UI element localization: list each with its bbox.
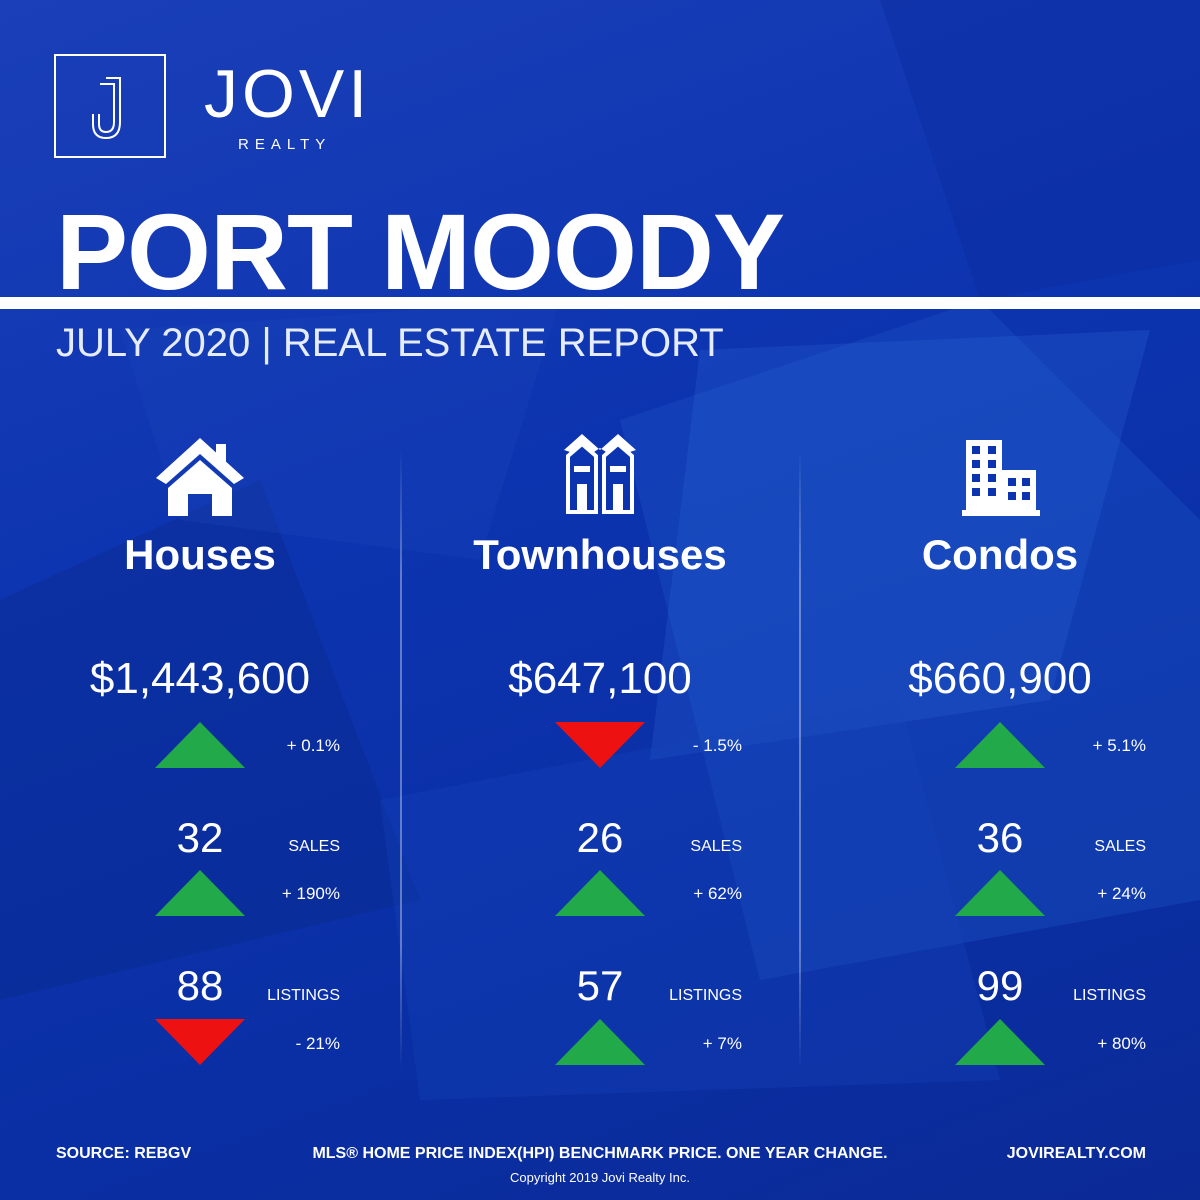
listings-change-up-icon [955, 1019, 1045, 1065]
listings-label: LISTINGS [267, 987, 340, 1004]
listings-count: 99 [976, 962, 1024, 1009]
listings-count: 88 [176, 962, 224, 1009]
copyright: Copyright 2019 Jovi Realty Inc. [510, 1170, 690, 1185]
sales-change-up-icon [955, 870, 1045, 916]
sales-count: 26 [576, 814, 624, 861]
sales-label: SALES [288, 838, 340, 855]
methodology-note: MLS® HOME PRICE INDEX(HPI) BENCHMARK PRI… [312, 1145, 888, 1162]
listings-label: LISTINGS [669, 987, 742, 1004]
logo-mark [54, 54, 166, 158]
brand-name: JOVI [204, 56, 372, 132]
website-link[interactable]: JOVIREALTY.COM [1006, 1145, 1146, 1162]
column-title: Townhouses [473, 531, 727, 578]
house-icon [156, 438, 244, 516]
column-divider [400, 450, 402, 1070]
listings-change-down-icon [155, 1019, 245, 1065]
condo-building-icon [962, 440, 1040, 516]
townhouse-icon [564, 434, 636, 514]
column-condos [800, 430, 1200, 1090]
sales-change: + 62% [693, 884, 742, 903]
column-title: Condos [921, 531, 1079, 578]
price-change: + 0.1% [286, 736, 340, 755]
sales-change-up-icon [555, 870, 645, 916]
report-subtitle: JULY 2020 | REAL ESTATE REPORT [56, 321, 724, 365]
sales-count: 36 [976, 814, 1024, 861]
price-change-up-icon [155, 722, 245, 768]
price-change: + 5.1% [1092, 736, 1146, 755]
sales-change: + 24% [1097, 884, 1146, 903]
column-townhouses [400, 430, 800, 1090]
sales-label: SALES [690, 838, 742, 855]
price-change-down-icon [555, 722, 645, 768]
price-change-up-icon [955, 722, 1045, 768]
source-note: SOURCE: REBGV [56, 1145, 192, 1162]
sales-change: + 190% [281, 884, 340, 903]
sales-label: SALES [1094, 838, 1146, 855]
sales-change-up-icon [155, 870, 245, 916]
listings-change: - 21% [295, 1034, 340, 1053]
listings-change: + 80% [1097, 1034, 1146, 1053]
benchmark-price: $660,900 [908, 654, 1092, 703]
listings-change-up-icon [555, 1019, 645, 1065]
column-divider [799, 450, 801, 1070]
column-houses [0, 430, 400, 1090]
monogram-j-icon [92, 77, 121, 140]
brand-tagline: REALTY [238, 136, 332, 153]
listings-change: + 7% [702, 1034, 742, 1053]
sales-count: 32 [176, 814, 224, 861]
title-underline [0, 297, 1200, 309]
benchmark-price: $647,100 [508, 654, 692, 703]
column-title: Houses [124, 531, 276, 578]
price-change: - 1.5% [692, 736, 742, 755]
listings-count: 57 [576, 962, 624, 1009]
benchmark-price: $1,443,600 [89, 654, 311, 703]
listings-label: LISTINGS [1073, 987, 1146, 1004]
city-title: PORT MOODY [56, 191, 785, 312]
